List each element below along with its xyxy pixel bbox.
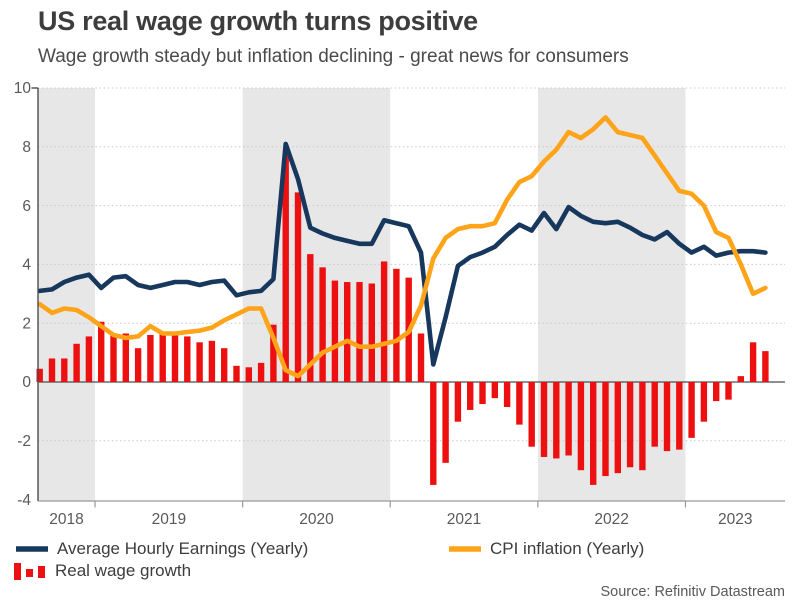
x-axis-label: 2021 bbox=[447, 511, 481, 528]
real-wage-bar bbox=[208, 340, 216, 382]
real-wage-bar bbox=[147, 334, 154, 382]
real-wage-bar bbox=[159, 333, 166, 382]
legend-item-cpi-inflation: CPI inflation (Yearly) bbox=[448, 539, 644, 559]
year-band bbox=[242, 88, 391, 501]
real-wage-bar bbox=[491, 382, 498, 399]
legend-item-real-wage-growth: Real wage growth bbox=[13, 561, 191, 581]
real-wage-bar bbox=[737, 376, 744, 382]
real-wage-bar bbox=[467, 382, 474, 410]
real-wage-bar bbox=[36, 368, 43, 382]
real-wage-bar bbox=[528, 382, 535, 447]
real-wage-bar bbox=[479, 382, 486, 405]
x-axis-label: 2019 bbox=[152, 511, 186, 528]
x-axis-label: 2022 bbox=[594, 511, 628, 528]
y-axis-label: 2 bbox=[22, 315, 31, 332]
real-wage-bars-swatch bbox=[14, 563, 45, 580]
real-wage-bar bbox=[663, 382, 671, 452]
ahe-line-swatch bbox=[16, 546, 48, 552]
real-wage-bar bbox=[184, 336, 191, 382]
real-wage-bar bbox=[503, 382, 511, 407]
real-wage-bar bbox=[762, 351, 769, 382]
real-wage-bar bbox=[257, 362, 265, 382]
real-wage-bar bbox=[61, 358, 68, 382]
real-wage-bar bbox=[442, 382, 449, 463]
ahe-line bbox=[37, 141, 768, 367]
cpi-line bbox=[37, 115, 768, 379]
y-axis-label: 8 bbox=[22, 139, 31, 156]
real-wage-bar bbox=[540, 382, 548, 457]
real-wage-bar bbox=[85, 336, 93, 382]
legend-label-ahe: Average Hourly Earnings (Yearly) bbox=[57, 539, 309, 558]
real-wage-bar bbox=[602, 382, 609, 477]
real-wage-bar bbox=[626, 382, 634, 468]
x-axis-label: 2018 bbox=[49, 511, 83, 528]
cpi-line-swatch bbox=[449, 546, 481, 552]
real-wage-bar bbox=[110, 334, 117, 382]
real-wage-bar bbox=[713, 382, 720, 402]
real-wage-bar bbox=[356, 282, 363, 382]
x-axis-label: 2023 bbox=[718, 511, 752, 528]
real-wage-bar bbox=[516, 382, 523, 425]
real-wage-bar bbox=[417, 333, 425, 382]
real-wage-bar bbox=[171, 332, 179, 382]
chart-subtitle: Wage growth steady but inflation declini… bbox=[38, 46, 629, 67]
real-wage-bar bbox=[134, 348, 142, 382]
real-wage-bar bbox=[676, 382, 683, 450]
real-wage-bar bbox=[221, 348, 228, 382]
source-credit: Source: Refinitiv Datastream bbox=[600, 584, 785, 600]
real-wage-bar bbox=[196, 342, 203, 382]
real-wage-bar bbox=[319, 267, 326, 382]
real-wage-bar bbox=[577, 382, 585, 471]
real-wage-bar bbox=[307, 254, 314, 382]
y-axis-label: 6 bbox=[22, 198, 31, 215]
y-axis-label: 0 bbox=[22, 374, 31, 391]
real-wage-bar bbox=[430, 382, 437, 485]
real-wage-bar bbox=[48, 358, 56, 382]
year-band bbox=[38, 88, 96, 501]
y-axis-label: 4 bbox=[22, 257, 31, 274]
real-wage-bar bbox=[393, 268, 400, 382]
real-wage-bar bbox=[233, 365, 240, 382]
x-axis-label: 2020 bbox=[299, 511, 334, 528]
real-wage-bar bbox=[270, 324, 277, 382]
legend-item-average-hourly-earnings: Average Hourly Earnings (Yearly) bbox=[15, 539, 308, 559]
real-wage-bar bbox=[122, 333, 129, 382]
legend-label-cpi: CPI inflation (Yearly) bbox=[490, 539, 645, 558]
y-axis-label: -2 bbox=[17, 433, 31, 450]
real-wage-bar bbox=[553, 382, 560, 459]
real-wage-bar bbox=[700, 382, 708, 422]
y-axis-label: -4 bbox=[17, 492, 31, 509]
real-wage-bar bbox=[98, 321, 105, 382]
real-wage-bar bbox=[454, 382, 462, 422]
real-wage-bar bbox=[614, 382, 621, 474]
legend-label-real-wage: Real wage growth bbox=[55, 561, 192, 580]
real-wage-bar bbox=[725, 382, 732, 400]
real-wage-bar bbox=[380, 261, 388, 382]
real-wage-bar bbox=[245, 367, 252, 382]
real-wage-bar bbox=[639, 382, 646, 471]
real-wage-bar bbox=[749, 342, 757, 382]
real-wage-bar bbox=[73, 343, 80, 382]
real-wage-bar bbox=[344, 282, 351, 382]
real-wage-bar bbox=[282, 154, 289, 382]
real-wage-bar bbox=[368, 283, 375, 382]
real-wage-bar bbox=[651, 382, 658, 447]
real-wage-bar bbox=[331, 280, 339, 382]
real-wage-bar bbox=[688, 382, 695, 438]
real-wage-bar bbox=[590, 382, 597, 485]
real-wage-bar bbox=[294, 192, 302, 382]
real-wage-bar bbox=[565, 382, 572, 456]
chart-title: US real wage growth turns positive bbox=[38, 6, 478, 36]
year-band bbox=[537, 88, 686, 501]
y-axis-label: 10 bbox=[14, 80, 32, 97]
